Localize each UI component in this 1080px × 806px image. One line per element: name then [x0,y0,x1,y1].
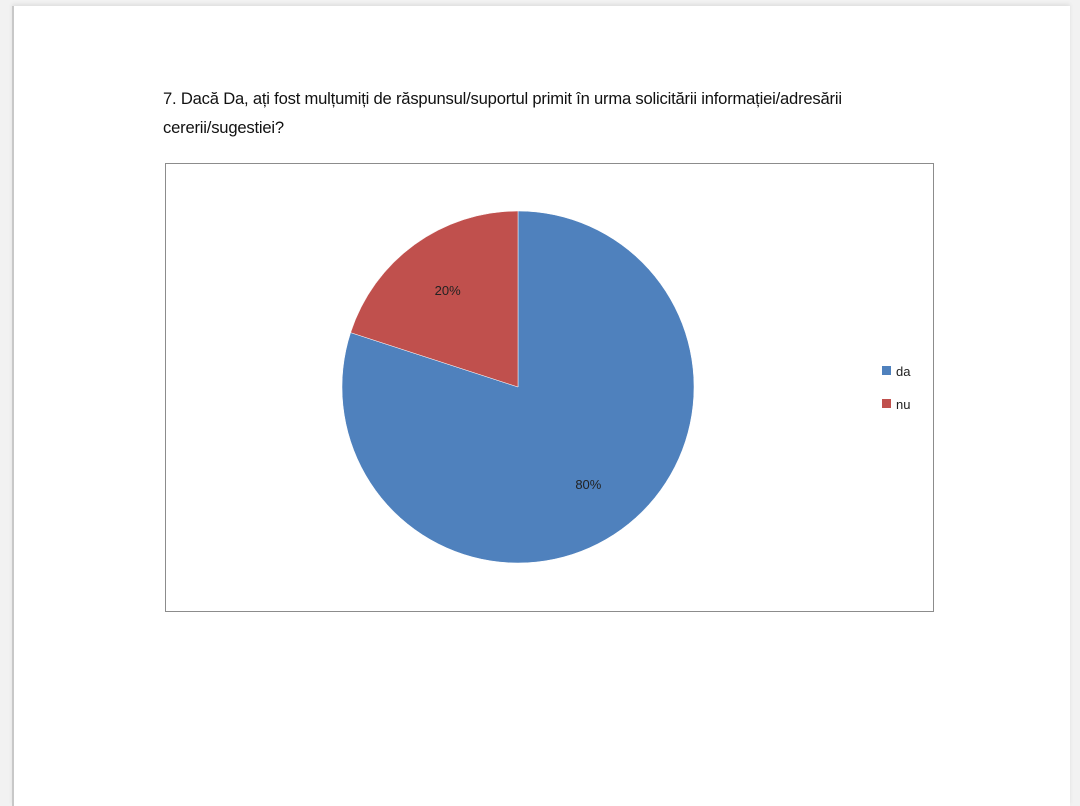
pie-slice-da [341,210,695,564]
question-title: 7. Dacă Da, ați fost mulțumiți de răspun… [163,89,842,137]
data-label-da: 80% [575,477,601,492]
legend-label-nu: nu [896,397,910,412]
legend-swatch-nu [882,399,891,408]
legend-label-da: da [896,364,911,379]
pie-slice-nu [350,210,519,388]
data-label-nu: 20% [435,283,461,298]
legend-swatch-da [882,366,891,375]
